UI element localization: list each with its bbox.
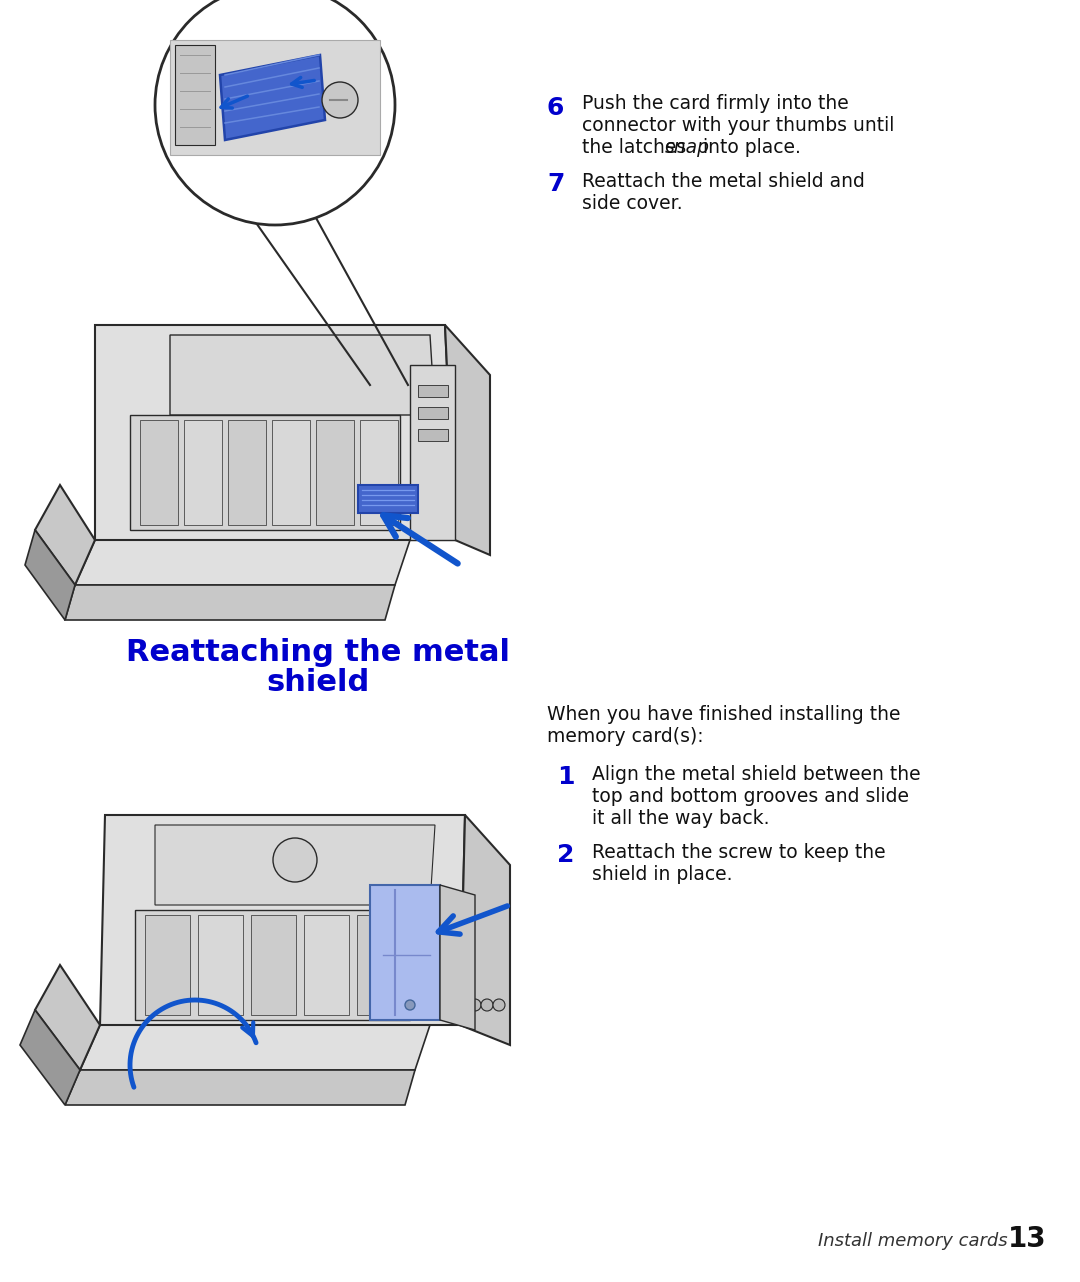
- Polygon shape: [360, 420, 399, 526]
- Text: Reattach the screw to keep the: Reattach the screw to keep the: [592, 844, 886, 862]
- Circle shape: [469, 999, 481, 1011]
- Polygon shape: [357, 485, 418, 513]
- Text: top and bottom grooves and slide: top and bottom grooves and slide: [592, 787, 909, 806]
- Text: 1: 1: [557, 765, 575, 788]
- Circle shape: [322, 82, 357, 118]
- Circle shape: [492, 999, 505, 1011]
- Text: 13: 13: [1008, 1226, 1047, 1253]
- Polygon shape: [460, 815, 510, 1045]
- Text: shield in place.: shield in place.: [592, 865, 732, 885]
- Polygon shape: [80, 1026, 430, 1070]
- Polygon shape: [65, 585, 395, 620]
- Polygon shape: [410, 365, 455, 540]
- Circle shape: [156, 0, 395, 226]
- Text: 2: 2: [557, 844, 575, 867]
- Polygon shape: [418, 406, 448, 419]
- Polygon shape: [316, 420, 354, 526]
- Polygon shape: [445, 326, 490, 555]
- Polygon shape: [184, 420, 222, 526]
- Polygon shape: [21, 1010, 80, 1105]
- Polygon shape: [418, 385, 448, 397]
- Circle shape: [481, 999, 492, 1011]
- Polygon shape: [100, 815, 465, 1026]
- Text: 6: 6: [546, 96, 565, 121]
- Polygon shape: [145, 915, 190, 1015]
- Text: it all the way back.: it all the way back.: [592, 809, 769, 828]
- Text: connector with your thumbs until: connector with your thumbs until: [582, 115, 894, 135]
- Polygon shape: [220, 55, 325, 140]
- Text: side cover.: side cover.: [582, 194, 683, 213]
- Text: Reattaching the metal: Reattaching the metal: [126, 638, 510, 667]
- Polygon shape: [140, 420, 178, 526]
- Text: Install memory cards: Install memory cards: [818, 1232, 1008, 1250]
- Polygon shape: [65, 1070, 415, 1105]
- Polygon shape: [170, 335, 435, 415]
- Polygon shape: [156, 826, 435, 905]
- Polygon shape: [418, 429, 448, 441]
- Text: shield: shield: [267, 668, 369, 697]
- Polygon shape: [35, 485, 95, 585]
- Text: Align the metal shield between the: Align the metal shield between the: [592, 765, 920, 785]
- Polygon shape: [25, 529, 75, 620]
- Polygon shape: [135, 910, 410, 1020]
- Polygon shape: [228, 420, 266, 526]
- Polygon shape: [95, 326, 455, 540]
- Polygon shape: [370, 885, 440, 1020]
- Polygon shape: [440, 885, 475, 1029]
- Text: memory card(s):: memory card(s):: [546, 727, 704, 746]
- Text: Reattach the metal shield and: Reattach the metal shield and: [582, 172, 865, 191]
- Text: 7: 7: [546, 172, 565, 196]
- Polygon shape: [357, 915, 402, 1015]
- Text: snap: snap: [665, 138, 710, 156]
- Text: When you have finished installing the: When you have finished installing the: [546, 705, 901, 724]
- Polygon shape: [198, 915, 243, 1015]
- Polygon shape: [175, 45, 215, 145]
- Polygon shape: [35, 965, 100, 1070]
- Polygon shape: [272, 420, 310, 526]
- Circle shape: [405, 1000, 415, 1010]
- Text: Push the card firmly into the: Push the card firmly into the: [582, 94, 849, 113]
- Circle shape: [273, 838, 318, 882]
- Text: the latches: the latches: [582, 138, 692, 156]
- Polygon shape: [75, 540, 410, 585]
- Text: into place.: into place.: [697, 138, 801, 156]
- Polygon shape: [130, 415, 400, 529]
- Polygon shape: [303, 915, 349, 1015]
- Polygon shape: [251, 915, 296, 1015]
- Polygon shape: [170, 40, 380, 155]
